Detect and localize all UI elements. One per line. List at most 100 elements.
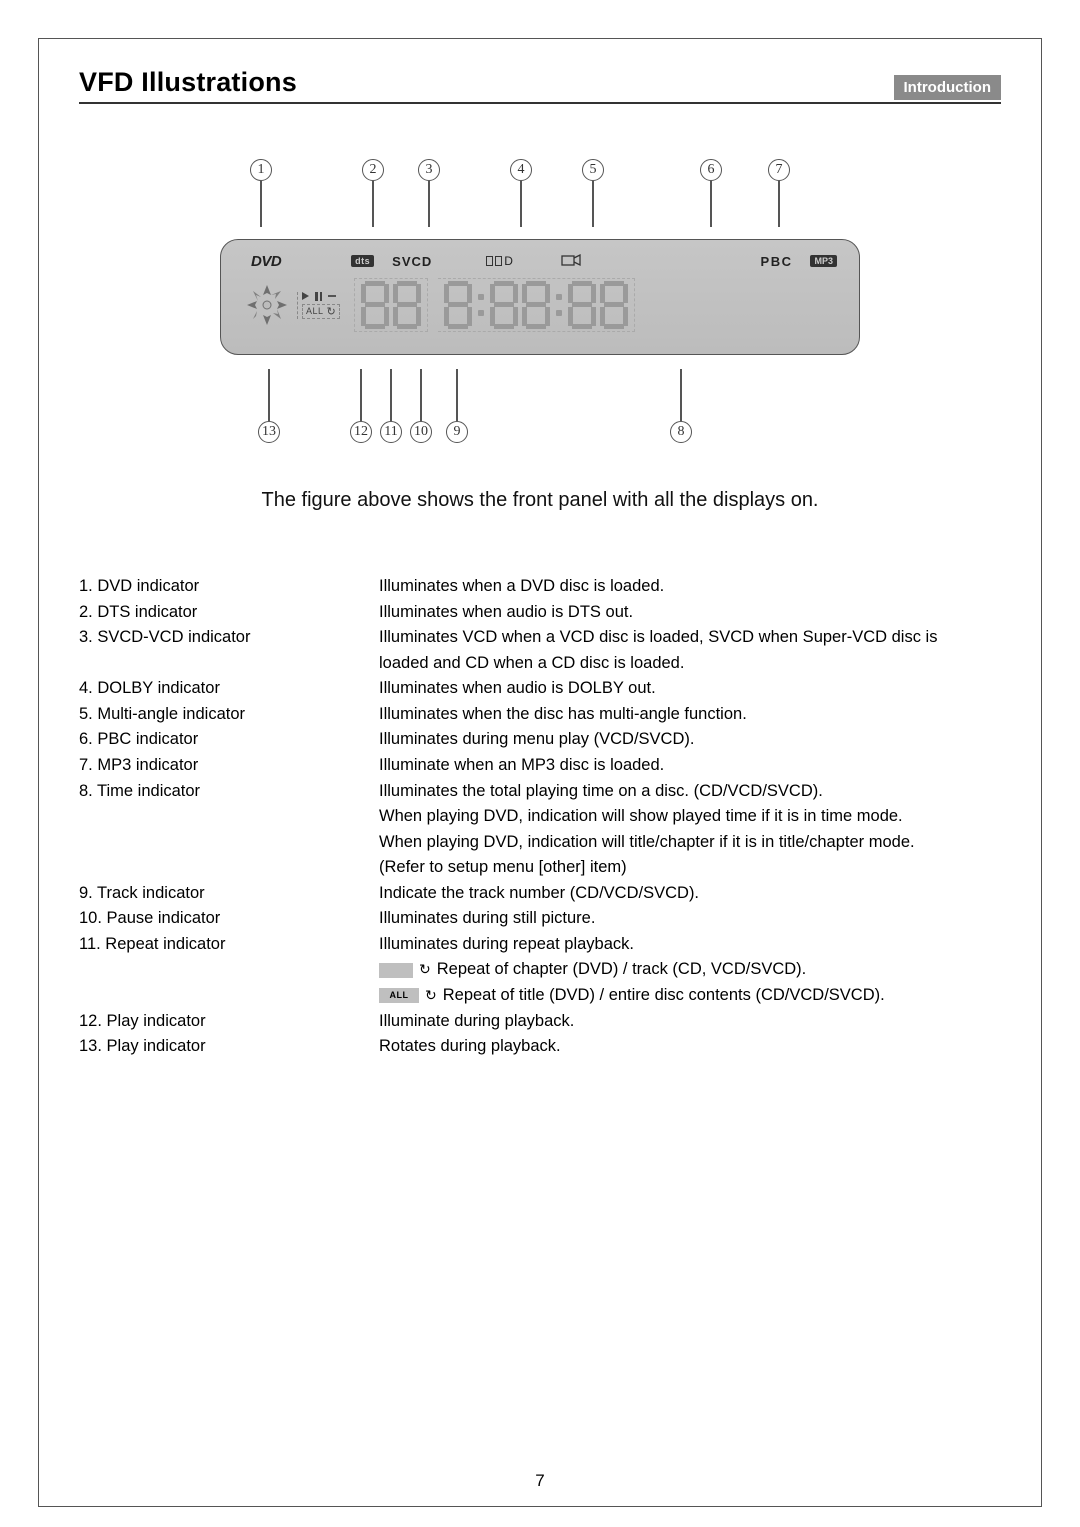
desc-left: 3. SVCD-VCD indicator [79,625,379,651]
seven-segment-digit [361,281,389,329]
dts-indicator: dts [351,255,374,267]
all-label: ALL [306,306,324,316]
callout-11: 11 [380,369,402,443]
svcd-indicator: SVCD [392,254,432,269]
desc-left: 6. PBC indicator [79,727,379,753]
desc-text: Illuminates when audio is DTS out. [379,600,1001,626]
content-frame: VFD Illustrations Introduction 1234567 D… [38,38,1042,1507]
repeat-one-box-icon [379,963,413,978]
desc-text: Illuminate during playback. [379,1009,1001,1035]
callout-1: 1 [250,159,272,227]
callout-3: 3 [418,159,440,227]
vfd-main-row: ALL ↻ [243,278,837,332]
callout-number: 1 [250,159,272,181]
desc-text: Illuminates during repeat playback. [379,932,1001,958]
callout-line [360,369,361,421]
seven-segment-digit [522,281,550,329]
callout-number: 8 [670,421,692,443]
desc-row: 11. Repeat indicatorIlluminates during r… [79,932,1001,958]
callout-line [592,181,593,227]
desc-left: 8. Time indicator [79,779,379,805]
dolby-d-label: D [504,254,513,268]
callout-line [390,369,391,421]
callout-12: 12 [350,369,372,443]
callout-number: 9 [446,421,468,443]
indicator-description-list: 1. DVD indicatorIlluminates when a DVD d… [79,574,1001,1060]
desc-row: ↻ Repeat of chapter (DVD) / track (CD, V… [79,957,1001,983]
callout-13: 13 [258,369,280,443]
callout-line [372,181,373,227]
callouts-bottom: 13 12 11 10 9 8 [220,355,860,443]
callout-number: 4 [510,159,532,181]
repeat-all-box-icon: ALL [379,988,419,1003]
colon-icon [554,294,564,316]
desc-text: Illuminates the total playing time on a … [379,779,1001,805]
callout-number: 5 [582,159,604,181]
dolby-square-icon [486,256,493,266]
callout-5: 5 [582,159,604,227]
loop-icon: ↻ [327,305,337,318]
desc-row: 13. Play indicatorRotates during playbac… [79,1034,1001,1060]
section-tag: Introduction [894,75,1001,100]
mp3-indicator: MP3 [810,255,837,267]
desc-text: Rotates during playback. [379,1034,1001,1060]
title-row: VFD Illustrations Introduction [79,67,1001,104]
callout-number: 10 [410,421,432,443]
repeat-all-indicator: ALL ↻ [302,304,340,319]
dolby-indicator: D [486,254,513,268]
desc-text: When playing DVD, indication will title/… [379,830,1001,856]
dolby-square-icon [495,256,502,266]
desc-left [79,855,379,881]
callout-number: 11 [380,421,402,443]
desc-text: loaded and CD when a CD disc is loaded. [379,651,1001,677]
multi-angle-icon [561,253,581,270]
desc-row: 3. SVCD-VCD indicatorIlluminates VCD whe… [79,625,1001,651]
desc-left: 2. DTS indicator [79,600,379,626]
spin-indicator-icon [243,281,291,329]
desc-left: 10. Pause indicator [79,906,379,932]
desc-row: 4. DOLBY indicatorIlluminates when audio… [79,676,1001,702]
desc-row: 5. Multi-angle indicatorIlluminates when… [79,702,1001,728]
desc-text: Illuminates when audio is DOLBY out. [379,676,1001,702]
desc-repeat-line: ALL↻ Repeat of title (DVD) / entire disc… [379,983,1001,1009]
callout-number: 7 [768,159,790,181]
desc-text: When playing DVD, indication will show p… [379,804,1001,830]
desc-text: Illuminates when the disc has multi-angl… [379,702,1001,728]
desc-text: (Refer to setup menu [other] item) [379,855,1001,881]
callout-line [428,181,429,227]
desc-row: 10. Pause indicatorIlluminates during st… [79,906,1001,932]
loop-icon: ↻ [419,959,431,981]
desc-text: Illuminates during still picture. [379,906,1001,932]
callout-number: 2 [362,159,384,181]
vfd-panel: DVD dts SVCD D PBC MP [220,239,860,355]
desc-text: Illuminates during menu play (VCD/SVCD). [379,727,1001,753]
seven-segment-digit [490,281,518,329]
callout-2: 2 [362,159,384,227]
desc-left: 5. Multi-angle indicator [79,702,379,728]
callout-number: 12 [350,421,372,443]
desc-left: 13. Play indicator [79,1034,379,1060]
desc-row: 7. MP3 indicatorIlluminate when an MP3 d… [79,753,1001,779]
desc-left: 9. Track indicator [79,881,379,907]
desc-row: loaded and CD when a CD disc is loaded. [79,651,1001,677]
play-icon [302,292,309,300]
desc-left [79,830,379,856]
desc-left: 12. Play indicator [79,1009,379,1035]
desc-row: When playing DVD, indication will title/… [79,830,1001,856]
callout-line [710,181,711,227]
figure-caption: The figure above shows the front panel w… [79,489,1001,512]
desc-row: 1. DVD indicatorIlluminates when a DVD d… [79,574,1001,600]
desc-text: Illuminates VCD when a VCD disc is loade… [379,625,1001,651]
desc-left: 4. DOLBY indicator [79,676,379,702]
desc-left: 7. MP3 indicator [79,753,379,779]
desc-row: 8. Time indicatorIlluminates the total p… [79,779,1001,805]
track-digits [354,278,428,332]
page-title: VFD Illustrations [79,67,297,98]
play-pause-line [302,292,336,301]
desc-row: (Refer to setup menu [other] item) [79,855,1001,881]
desc-left: 1. DVD indicator [79,574,379,600]
callout-number: 3 [418,159,440,181]
callout-9: 9 [446,369,468,443]
callout-8: 8 [670,369,692,443]
callout-line [456,369,457,421]
